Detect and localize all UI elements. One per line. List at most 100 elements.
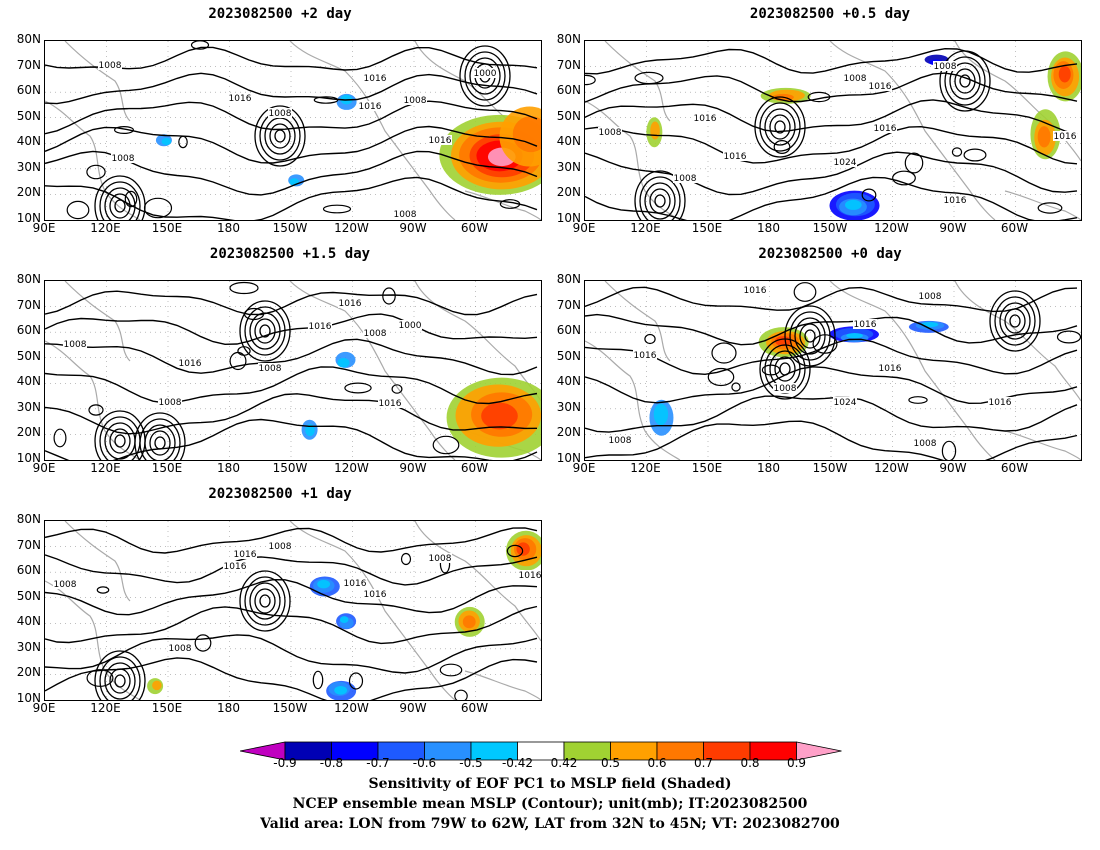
caption-line-1: Sensitivity of EOF PC1 to MSLP field (Sh…: [368, 776, 732, 792]
mslp-closed-contour: [244, 306, 286, 356]
lon-tick-label: 120W: [334, 221, 369, 235]
mslp-contour: [45, 100, 538, 135]
mslp-closed-contour: [506, 544, 524, 558]
mslp-contour: [585, 47, 1078, 75]
contour-label-bg: [428, 553, 452, 563]
mslp-closed-contour: [99, 181, 141, 220]
mslp-closed-contour: [313, 96, 339, 104]
lon-tick-label: 180: [217, 701, 240, 715]
contour-label-bg: [308, 321, 332, 331]
contour-label: 1016: [359, 102, 382, 112]
lat-tick-label: 30N: [16, 159, 41, 174]
mslp-closed-contour: [951, 147, 963, 157]
contour-label: 1016: [179, 359, 202, 369]
mslp-closed-contour: [759, 102, 801, 152]
mslp-closed-contour: [999, 302, 1031, 340]
lat-tick-label: 80N: [16, 272, 41, 286]
mslp-closed-contour: [454, 689, 468, 700]
contour-label: 1008: [54, 580, 77, 590]
contour-label-bg: [843, 73, 867, 83]
mslp-closed-contour: [711, 342, 737, 364]
contour-label: 1008: [609, 436, 632, 446]
mslp-closed-contour: [1009, 314, 1021, 328]
lon-tick-label: 150E: [691, 461, 723, 475]
contour-label-bg: [633, 350, 657, 360]
panel-title-plus-0.5-day: 2023082500 +0.5 day: [749, 6, 911, 22]
contour-label: 1008: [599, 128, 622, 138]
coastline: [1004, 430, 1081, 460]
mslp-contour: [585, 338, 1078, 376]
lat-tick-label: 60N: [16, 563, 41, 578]
mslp-closed-contour: [707, 367, 735, 387]
contour-label: 1016: [519, 571, 541, 581]
mslp-closed-contour: [1004, 308, 1026, 334]
mslp-closed-contour: [400, 552, 412, 566]
contour-label: 1016: [989, 398, 1012, 408]
colorbar-tick-label: 0.9: [786, 756, 807, 770]
mslp-closed-contour: [149, 430, 171, 456]
map-panel-plus-1.5-day: 1016 1016 1008 1000 1008 1016 1008 1008 1016: [44, 280, 542, 461]
contour-label: 1016: [309, 322, 332, 332]
contour-label-bg: [743, 285, 767, 295]
contour-label: 1008: [259, 364, 282, 374]
mslp-closed-contour: [239, 300, 291, 362]
coastline: [829, 281, 996, 460]
contour-label: 1016: [364, 590, 387, 600]
contour-label-bg: [518, 570, 541, 580]
contour-label: 1016: [224, 562, 247, 572]
contour-label: 1008: [269, 542, 292, 552]
lat-tick-label: 50N: [556, 348, 581, 363]
mslp-closed-contour: [469, 57, 501, 95]
contour-label-bg: [853, 319, 877, 329]
contour-label: 1016: [234, 550, 257, 560]
coastline: [289, 281, 456, 460]
contour-label-bg: [913, 438, 937, 448]
sensitivity-shading: [152, 680, 162, 691]
contour-label: 1008: [404, 96, 427, 106]
mslp-closed-contour: [649, 188, 671, 214]
mslp-contour: [585, 125, 1078, 165]
sensitivity-shading: [305, 424, 315, 437]
lat-tick-label: 10N: [556, 211, 581, 225]
mslp-closed-contour: [908, 396, 928, 404]
contour-label: 1016: [874, 124, 897, 134]
coastline: [289, 521, 456, 700]
contour-label: 1016: [379, 399, 402, 409]
mslp-closed-contour: [861, 188, 877, 202]
contour-label-bg: [943, 195, 967, 205]
coastline: [464, 190, 541, 220]
mslp-closed-contour: [944, 56, 986, 106]
lat-tick-label: 10N: [16, 451, 41, 465]
mslp-closed-contour: [644, 333, 656, 345]
mslp-contour: [45, 554, 538, 586]
coastline: [45, 580, 141, 700]
mslp-closed-contour: [113, 125, 134, 134]
contour-label-bg: [363, 328, 387, 338]
lon-tick-label: 150W: [272, 461, 308, 475]
mslp-contour: [585, 395, 1078, 433]
contour-label: 1024: [834, 398, 857, 408]
contour-label-bg: [233, 549, 257, 559]
contour-label-bg: [773, 383, 797, 393]
lat-tick-label: 80N: [16, 32, 41, 46]
mslp-closed-contour: [244, 576, 286, 626]
mslp-closed-contour: [904, 152, 924, 174]
mslp-closed-contour: [812, 334, 838, 354]
mslp-closed-contour: [139, 418, 181, 460]
mslp-contour: [585, 286, 1078, 313]
coastline: [64, 41, 131, 122]
mslp-closed-contour: [459, 45, 511, 107]
sensitivity-shading: [1037, 126, 1051, 148]
caption-line-3: Valid area: LON from 79W to 62W, LAT fro…: [260, 816, 840, 832]
mslp-closed-contour: [274, 129, 286, 143]
colorbar-tick-label: 0.6: [647, 756, 667, 770]
mslp-contour: [45, 578, 538, 616]
mslp-closed-contour: [754, 96, 806, 158]
coastline: [585, 340, 681, 460]
mslp-closed-contour: [114, 674, 126, 688]
contour-label: 1008: [112, 154, 135, 164]
lon-tick-label: 120W: [874, 221, 909, 235]
colorbar-tick-label: 0.7: [693, 756, 714, 770]
contour-label-bg: [723, 151, 747, 161]
contour-label-bg: [343, 578, 367, 588]
